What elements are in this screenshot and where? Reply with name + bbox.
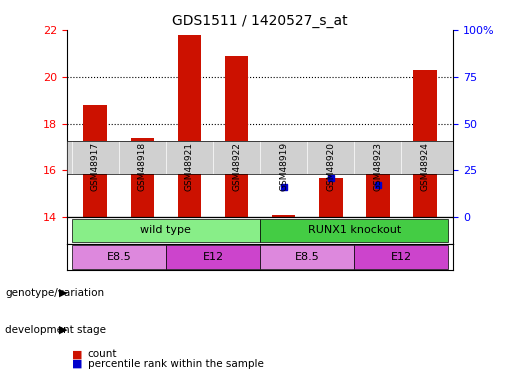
Text: GSM48920: GSM48920 — [326, 142, 335, 191]
Text: ■: ■ — [72, 350, 82, 359]
Text: E8.5: E8.5 — [107, 252, 131, 262]
Text: ■: ■ — [72, 359, 82, 369]
Bar — [366, 171, 390, 217]
FancyBboxPatch shape — [260, 219, 449, 242]
Bar — [319, 177, 342, 218]
FancyBboxPatch shape — [72, 219, 260, 242]
FancyBboxPatch shape — [72, 245, 166, 268]
Text: count: count — [88, 350, 117, 359]
Text: GSM48921: GSM48921 — [185, 142, 194, 191]
FancyBboxPatch shape — [354, 245, 449, 268]
Text: percentile rank within the sample: percentile rank within the sample — [88, 359, 264, 369]
FancyBboxPatch shape — [260, 245, 354, 268]
Text: E8.5: E8.5 — [295, 252, 319, 262]
Text: GSM48917: GSM48917 — [91, 142, 100, 191]
Text: E12: E12 — [391, 252, 412, 262]
Bar — [225, 56, 248, 217]
Text: GSM48919: GSM48919 — [279, 142, 288, 191]
Text: RUNX1 knockout: RUNX1 knockout — [307, 225, 401, 236]
Title: GDS1511 / 1420527_s_at: GDS1511 / 1420527_s_at — [172, 13, 348, 28]
Text: genotype/variation: genotype/variation — [5, 288, 104, 297]
Text: wild type: wild type — [141, 225, 191, 236]
FancyBboxPatch shape — [166, 245, 260, 268]
Text: GSM48923: GSM48923 — [373, 142, 382, 191]
Bar — [272, 215, 296, 217]
Text: GSM48924: GSM48924 — [420, 142, 430, 191]
Text: E12: E12 — [202, 252, 224, 262]
Text: GSM48922: GSM48922 — [232, 142, 241, 191]
Text: ▶: ▶ — [59, 325, 68, 335]
Bar — [413, 70, 437, 217]
Text: development stage: development stage — [5, 325, 106, 335]
Text: ▶: ▶ — [59, 288, 68, 297]
Text: GSM48918: GSM48918 — [138, 142, 147, 191]
Bar — [178, 34, 201, 218]
Bar — [83, 105, 107, 218]
Bar — [130, 138, 154, 218]
